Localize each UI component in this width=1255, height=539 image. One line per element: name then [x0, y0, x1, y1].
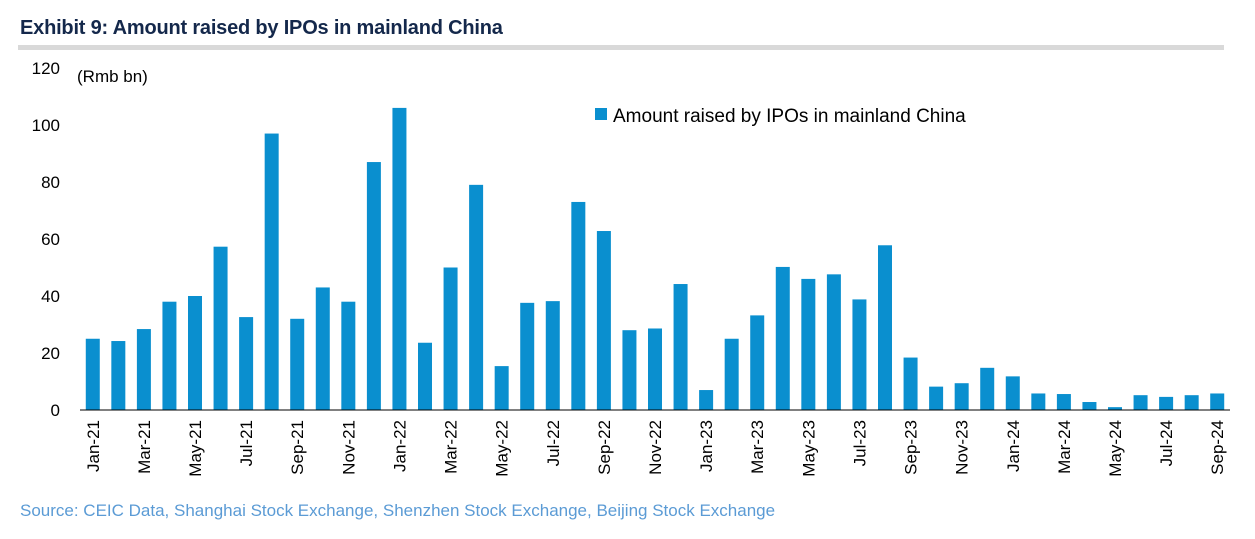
- bar-dec-22: [673, 284, 688, 410]
- x-tick-label: Jul-22: [544, 420, 563, 466]
- x-tick-label: Mar-23: [748, 420, 767, 474]
- bar-aug-24: [1184, 395, 1199, 410]
- bar-apr-21: [162, 301, 177, 410]
- y-tick-label: 0: [51, 401, 60, 420]
- bar-oct-23: [929, 386, 944, 410]
- bar-aug-22: [571, 201, 586, 410]
- x-tick-label: Mar-21: [135, 420, 154, 474]
- bar-jun-22: [520, 302, 535, 410]
- bar-aug-21: [264, 133, 279, 411]
- x-axis-ticks: Jan-21 Mar-21 May-21 Jul-21 Sep-21 Nov-21 Jan-…: [84, 420, 1227, 477]
- legend-label: Amount raised by IPOs in mainland China: [613, 106, 966, 127]
- x-tick-label: Nov-22: [646, 420, 665, 475]
- bar-feb-23: [724, 338, 739, 410]
- bar-jun-21: [213, 246, 228, 410]
- bar-nov-21: [341, 301, 356, 410]
- x-tick-label: Jan-21: [84, 420, 103, 472]
- x-tick-label: May-24: [1106, 420, 1125, 477]
- bar-mar-21: [136, 329, 151, 410]
- bar-may-22: [494, 366, 509, 410]
- x-tick-label: Sep-21: [288, 420, 307, 475]
- bar-may-21: [188, 296, 202, 410]
- x-tick-label: Jan-22: [390, 420, 409, 472]
- bar-mar-23: [750, 315, 765, 410]
- bar-jan-22: [392, 107, 407, 411]
- bar-jul-22: [545, 301, 560, 410]
- x-tick-label: Jan-23: [697, 420, 716, 472]
- bar-dec-21: [366, 162, 381, 410]
- source-note: Source: CEIC Data, Shanghai Stock Exchan…: [20, 501, 776, 520]
- x-tick-label: Nov-23: [953, 420, 972, 475]
- y-tick-label: 80: [41, 173, 60, 192]
- bar-mar-24: [1056, 394, 1071, 410]
- x-tick-label: Jan-24: [1004, 420, 1023, 472]
- bar-jan-23: [699, 390, 714, 410]
- y-tick-label: 120: [32, 59, 60, 78]
- bar-mar-22: [443, 267, 458, 410]
- x-tick-label: Sep-23: [902, 420, 921, 475]
- bar-apr-24: [1082, 402, 1097, 410]
- bar-apr-22: [469, 184, 484, 410]
- bar-feb-24: [1031, 393, 1046, 410]
- x-tick-label: Nov-21: [339, 420, 358, 475]
- x-tick-label: Mar-22: [442, 420, 461, 474]
- bar-jul-21: [239, 317, 254, 410]
- bar-jan-24: [1005, 376, 1020, 410]
- x-tick-label: May-22: [493, 420, 512, 477]
- y-tick-label: 40: [41, 287, 60, 306]
- bar-may-24: [1108, 407, 1122, 410]
- bar-nov-23: [954, 383, 969, 410]
- y-tick-label: 60: [41, 230, 60, 249]
- x-tick-label: Jul-21: [237, 420, 256, 466]
- x-tick-label: Mar-24: [1055, 420, 1074, 474]
- x-tick-label: Sep-24: [1208, 420, 1227, 475]
- bar-jun-24: [1133, 395, 1148, 410]
- bars-group: [85, 107, 1225, 411]
- bar-sep-23: [903, 357, 918, 410]
- y-tick-label: 20: [41, 344, 60, 363]
- bar-jul-23: [852, 299, 867, 410]
- title-divider: [18, 45, 1224, 50]
- x-tick-label: Sep-22: [595, 420, 614, 475]
- chart-title: Exhibit 9: Amount raised by IPOs in main…: [20, 17, 503, 39]
- x-tick-label: Jul-23: [850, 420, 869, 466]
- bar-sep-22: [596, 231, 611, 410]
- bar-oct-22: [622, 330, 637, 410]
- bar-may-23: [801, 278, 816, 410]
- bar-jun-23: [826, 274, 841, 410]
- bar-sep-24: [1210, 393, 1225, 410]
- x-tick-label: May-23: [799, 420, 818, 477]
- x-tick-label: Jul-24: [1157, 420, 1176, 466]
- bar-oct-21: [315, 287, 330, 410]
- legend: Amount raised by IPOs in mainland China: [595, 106, 966, 127]
- y-axis-unit-label: (Rmb bn): [77, 67, 148, 86]
- bar-jul-24: [1159, 396, 1174, 410]
- x-tick-label: May-21: [186, 420, 205, 477]
- bar-aug-23: [878, 245, 892, 410]
- bar-dec-23: [980, 367, 995, 410]
- y-tick-label: 100: [32, 116, 60, 135]
- bar-feb-21: [111, 341, 126, 410]
- y-axis-ticks: 0 20 40 60 80 100 120: [32, 59, 60, 420]
- bar-sep-21: [290, 318, 305, 410]
- bar-feb-22: [418, 342, 432, 410]
- bar-nov-22: [648, 328, 662, 410]
- bar-jan-21: [85, 338, 100, 410]
- legend-swatch: [595, 108, 607, 120]
- bar-apr-23: [775, 266, 790, 410]
